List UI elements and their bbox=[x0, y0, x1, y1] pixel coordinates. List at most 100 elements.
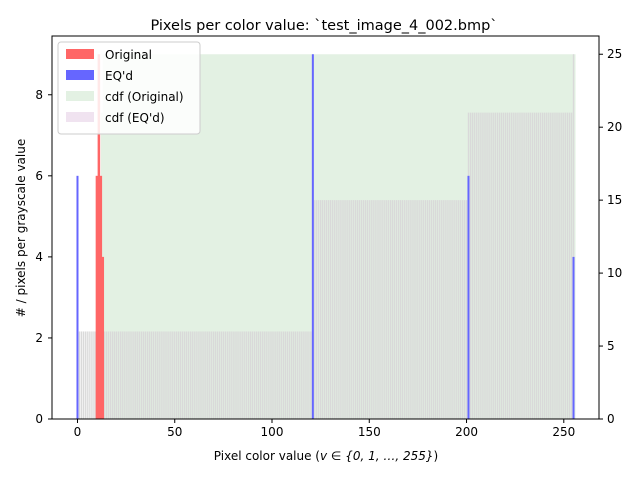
y2-tick-label: 5 bbox=[607, 339, 615, 353]
cdf-eqd-bar bbox=[144, 331, 147, 419]
cdf-eqd-bar bbox=[450, 200, 452, 419]
eqd-bar bbox=[467, 175, 470, 419]
y-axis-ticks: 0 2 4 6 8 bbox=[35, 88, 52, 426]
legend-label: Original bbox=[105, 48, 152, 62]
cdf-eqd-bar bbox=[304, 331, 306, 419]
cdf-eqd-bar bbox=[90, 331, 92, 419]
cdf-eqd-bar bbox=[281, 331, 283, 419]
legend-swatch bbox=[66, 49, 94, 59]
cdf-eqd-bar bbox=[316, 200, 318, 419]
cdf-eqd-bar bbox=[349, 200, 351, 419]
cdf-eqd-bar bbox=[425, 200, 427, 419]
cdf-eqd-bar bbox=[409, 200, 411, 419]
cdf-eqd-bar bbox=[187, 331, 190, 419]
cdf-eqd-bar bbox=[477, 112, 479, 419]
cdf-eqd-bar bbox=[572, 54, 575, 419]
cdf-eqd-bar bbox=[154, 331, 156, 419]
cdf-eqd-bar bbox=[271, 331, 273, 419]
original-bar bbox=[97, 54, 101, 419]
cdf-eqd-bar bbox=[152, 331, 155, 419]
cdf-eqd-bar bbox=[205, 331, 207, 419]
y2-tick-label: 20 bbox=[607, 120, 622, 134]
x-axis-label: Pixel color value (v ∈ {0, 1, …, 255}) bbox=[214, 449, 438, 463]
cdf-eqd-bar bbox=[146, 331, 149, 419]
cdf-eqd-bar bbox=[269, 331, 271, 419]
cdf-eqd-bar bbox=[218, 331, 221, 419]
cdf-eqd-bar bbox=[214, 331, 217, 419]
cdf-eqd-bar bbox=[308, 331, 310, 419]
cdf-eqd-bar bbox=[384, 200, 386, 419]
cdf-eqd-bar bbox=[259, 331, 262, 419]
cdf-eqd-bar bbox=[353, 200, 355, 419]
x-tick-label: 150 bbox=[358, 425, 381, 439]
cdf-eqd-bar bbox=[411, 200, 413, 419]
cdf-eqd-bar bbox=[298, 331, 300, 419]
cdf-eqd-bar bbox=[345, 200, 347, 419]
cdf-eqd-bar bbox=[279, 331, 281, 419]
x-tick-label: 50 bbox=[167, 425, 182, 439]
cdf-eqd-bar bbox=[82, 331, 84, 419]
original-bar bbox=[101, 256, 105, 419]
cdf-eqd-bar bbox=[251, 331, 254, 419]
cdf-eqd-bar bbox=[246, 331, 248, 419]
cdf-eqd-bar bbox=[555, 112, 557, 419]
cdf-eqd-bar bbox=[199, 331, 201, 419]
cdf-eqd-bar bbox=[339, 200, 341, 419]
cdf-eqd-bar bbox=[137, 331, 139, 419]
cdf-eqd-bar bbox=[141, 331, 143, 419]
cdf-eqd-bar bbox=[174, 331, 176, 419]
legend-box bbox=[57, 41, 201, 135]
cdf-eqd-bar bbox=[543, 112, 546, 419]
axes-frame bbox=[51, 35, 600, 420]
cdf-eqd-bar bbox=[265, 331, 267, 419]
cdf-eqd-bar bbox=[107, 331, 110, 419]
cdf-eqd-bar bbox=[565, 112, 567, 419]
cdf-eqd-bar bbox=[203, 331, 205, 419]
cdf-eqd-bar bbox=[296, 331, 298, 419]
eqd-bar bbox=[76, 175, 79, 419]
cdf-eqd-bar bbox=[253, 331, 256, 419]
cdf-eqd-bar bbox=[465, 200, 468, 419]
cdf-eqd-bar bbox=[397, 200, 400, 419]
cdf-eqd-bar bbox=[386, 200, 388, 419]
cdf-eqd-bar bbox=[508, 112, 510, 419]
cdf-eqd-bar bbox=[553, 112, 555, 419]
cdf-eqd-bar bbox=[222, 331, 225, 419]
cdf-eqd-bar bbox=[111, 331, 114, 419]
cdf-eqd-bar bbox=[471, 112, 474, 419]
y-tick-label: 8 bbox=[35, 88, 43, 102]
y-tick-label: 2 bbox=[35, 331, 43, 345]
cdf-eqd-bar bbox=[559, 112, 561, 419]
cdf-eqd-bar bbox=[417, 200, 419, 419]
cdf-eqd-bar bbox=[201, 331, 203, 419]
cdf-eqd-bar bbox=[458, 200, 460, 419]
cdf-eqd-bar bbox=[277, 331, 279, 419]
cdf-eqd-bar bbox=[403, 200, 405, 419]
cdf-eqd-bar bbox=[341, 200, 343, 419]
y-tick-label: 0 bbox=[35, 412, 43, 426]
cdf-eqd-bar bbox=[207, 331, 209, 419]
cdf-eqd-bar bbox=[185, 331, 188, 419]
cdf-eqd-bar bbox=[495, 112, 497, 419]
cdf-eqd-bar bbox=[405, 200, 407, 419]
cdf-eqd-bar bbox=[452, 200, 454, 419]
cdf-eqd-bar bbox=[531, 112, 534, 419]
cdf-eqd-bar bbox=[86, 331, 88, 419]
cdf-eqd-bar bbox=[460, 200, 462, 419]
cdf-eqd-bar bbox=[325, 200, 328, 419]
cdf-eqd-bar bbox=[530, 112, 532, 419]
cdf-eqd-bar bbox=[557, 112, 559, 419]
legend-swatch bbox=[66, 112, 94, 122]
cdf-eqd-bar bbox=[94, 331, 96, 419]
cdf-eqd-bar bbox=[504, 112, 507, 419]
cdf-eqd-bar bbox=[364, 200, 367, 419]
cdf-eqd-bar bbox=[226, 331, 228, 419]
cdf-eqd-bar bbox=[389, 200, 392, 419]
cdf-eqd-bar bbox=[255, 331, 258, 419]
x-tick-label: 250 bbox=[552, 425, 575, 439]
cdf-eqd-bar bbox=[216, 331, 219, 419]
y2-tick-label: 15 bbox=[607, 193, 622, 207]
cdf-eqd-bar bbox=[168, 331, 170, 419]
cdf-eqd-bar bbox=[489, 112, 491, 419]
